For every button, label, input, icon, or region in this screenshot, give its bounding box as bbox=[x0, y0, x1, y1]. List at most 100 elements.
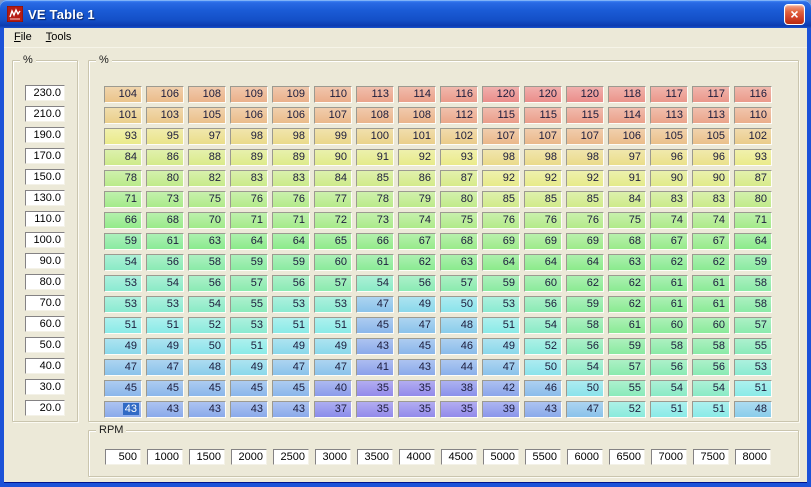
ve-cell[interactable]: 47 bbox=[104, 359, 142, 376]
ve-cell[interactable]: 58 bbox=[650, 338, 688, 355]
menu-file[interactable]: File bbox=[14, 31, 32, 43]
ve-cell[interactable]: 76 bbox=[482, 212, 520, 229]
ve-cell[interactable]: 114 bbox=[608, 107, 646, 124]
ve-cell[interactable]: 54 bbox=[188, 296, 226, 313]
ve-cell[interactable]: 85 bbox=[356, 170, 394, 187]
ve-cell[interactable]: 92 bbox=[482, 170, 520, 187]
ve-cell[interactable]: 90 bbox=[650, 170, 688, 187]
ve-cell[interactable]: 101 bbox=[398, 128, 436, 145]
ve-cell[interactable]: 115 bbox=[566, 107, 604, 124]
ve-cell[interactable]: 61 bbox=[356, 254, 394, 271]
ve-cell[interactable]: 53 bbox=[734, 359, 772, 376]
ve-cell[interactable]: 66 bbox=[356, 233, 394, 250]
ve-cell[interactable]: 98 bbox=[272, 128, 310, 145]
ve-cell[interactable]: 39 bbox=[482, 401, 520, 418]
ve-cell[interactable]: 107 bbox=[314, 107, 352, 124]
ve-cell[interactable]: 90 bbox=[314, 149, 352, 166]
ve-cell[interactable]: 59 bbox=[608, 338, 646, 355]
ve-cell[interactable]: 90 bbox=[692, 170, 730, 187]
ve-cell[interactable]: 120 bbox=[524, 86, 562, 103]
ve-cell[interactable]: 50 bbox=[524, 359, 562, 376]
ve-cell[interactable]: 110 bbox=[314, 86, 352, 103]
ve-cell[interactable]: 93 bbox=[104, 128, 142, 145]
ve-cell[interactable]: 112 bbox=[440, 107, 478, 124]
ve-cell[interactable]: 95 bbox=[146, 128, 184, 145]
ve-cell[interactable]: 88 bbox=[188, 149, 226, 166]
ve-cell[interactable]: 62 bbox=[566, 275, 604, 292]
ve-cell[interactable]: 56 bbox=[566, 338, 604, 355]
ve-cell[interactable]: 50 bbox=[188, 338, 226, 355]
ve-cell[interactable]: 57 bbox=[314, 275, 352, 292]
ve-cell[interactable]: 56 bbox=[650, 359, 688, 376]
ve-cell[interactable]: 54 bbox=[356, 275, 394, 292]
ve-cell[interactable]: 69 bbox=[524, 233, 562, 250]
ve-cell[interactable]: 59 bbox=[482, 275, 520, 292]
ve-cell[interactable]: 47 bbox=[272, 359, 310, 376]
ve-cell[interactable]: 84 bbox=[314, 170, 352, 187]
ve-cell[interactable]: 68 bbox=[608, 233, 646, 250]
ve-cell[interactable]: 64 bbox=[482, 254, 520, 271]
ve-cell[interactable]: 116 bbox=[440, 86, 478, 103]
ve-cell[interactable]: 35 bbox=[440, 401, 478, 418]
ve-cell[interactable]: 45 bbox=[104, 380, 142, 397]
ve-cell[interactable]: 64 bbox=[734, 233, 772, 250]
ve-cell[interactable]: 114 bbox=[398, 86, 436, 103]
ve-cell[interactable]: 51 bbox=[650, 401, 688, 418]
ve-cell[interactable]: 97 bbox=[608, 149, 646, 166]
menu-tools[interactable]: Tools bbox=[45, 31, 72, 43]
ve-cell[interactable]: 73 bbox=[356, 212, 394, 229]
ve-cell[interactable]: 49 bbox=[398, 296, 436, 313]
ve-cell[interactable]: 62 bbox=[398, 254, 436, 271]
ve-cell[interactable]: 55 bbox=[608, 380, 646, 397]
ve-cell[interactable]: 61 bbox=[692, 275, 730, 292]
ve-cell[interactable]: 110 bbox=[734, 107, 772, 124]
ve-cell[interactable]: 47 bbox=[146, 359, 184, 376]
ve-cell[interactable]: 61 bbox=[692, 296, 730, 313]
ve-cell[interactable]: 57 bbox=[230, 275, 268, 292]
ve-cell[interactable]: 108 bbox=[356, 107, 394, 124]
ve-cell[interactable]: 92 bbox=[524, 170, 562, 187]
ve-cell[interactable]: 64 bbox=[566, 254, 604, 271]
ve-cell[interactable]: 63 bbox=[608, 254, 646, 271]
ve-cell[interactable]: 35 bbox=[356, 380, 394, 397]
ve-cell[interactable]: 54 bbox=[692, 380, 730, 397]
ve-cell[interactable]: 59 bbox=[734, 254, 772, 271]
ve-cell[interactable]: 61 bbox=[650, 296, 688, 313]
ve-cell[interactable]: 50 bbox=[566, 380, 604, 397]
ve-cell[interactable]: 74 bbox=[398, 212, 436, 229]
megasquirt-app-icon[interactable] bbox=[7, 6, 23, 22]
ve-cell[interactable]: 117 bbox=[692, 86, 730, 103]
ve-cell[interactable]: 117 bbox=[650, 86, 688, 103]
ve-cell[interactable]: 61 bbox=[146, 233, 184, 250]
ve-cell[interactable]: 98 bbox=[524, 149, 562, 166]
ve-cell[interactable]: 47 bbox=[356, 296, 394, 313]
ve-cell[interactable]: 80 bbox=[734, 191, 772, 208]
ve-cell[interactable]: 113 bbox=[692, 107, 730, 124]
ve-cell[interactable]: 62 bbox=[608, 275, 646, 292]
ve-cell[interactable]: 103 bbox=[146, 107, 184, 124]
ve-cell[interactable]: 68 bbox=[146, 212, 184, 229]
ve-cell[interactable]: 47 bbox=[566, 401, 604, 418]
ve-cell[interactable]: 58 bbox=[734, 275, 772, 292]
ve-cell[interactable]: 102 bbox=[734, 128, 772, 145]
ve-cell[interactable]: 49 bbox=[272, 338, 310, 355]
ve-cell[interactable]: 120 bbox=[482, 86, 520, 103]
ve-cell[interactable]: 116 bbox=[734, 86, 772, 103]
ve-cell[interactable]: 55 bbox=[230, 296, 268, 313]
ve-cell[interactable]: 102 bbox=[440, 128, 478, 145]
ve-cell[interactable]: 47 bbox=[314, 359, 352, 376]
ve-cell[interactable]: 46 bbox=[524, 380, 562, 397]
ve-cell[interactable]: 50 bbox=[440, 296, 478, 313]
ve-cell[interactable]: 52 bbox=[188, 317, 226, 334]
ve-cell[interactable]: 45 bbox=[398, 338, 436, 355]
ve-cell[interactable]: 78 bbox=[356, 191, 394, 208]
ve-cell[interactable]: 52 bbox=[524, 338, 562, 355]
ve-cell[interactable]: 74 bbox=[650, 212, 688, 229]
ve-cell[interactable]: 51 bbox=[104, 317, 142, 334]
ve-cell[interactable]: 48 bbox=[440, 317, 478, 334]
ve-cell[interactable]: 84 bbox=[104, 149, 142, 166]
ve-cell[interactable]: 51 bbox=[146, 317, 184, 334]
ve-cell[interactable]: 67 bbox=[398, 233, 436, 250]
ve-cell[interactable]: 79 bbox=[398, 191, 436, 208]
ve-cell[interactable]: 56 bbox=[146, 254, 184, 271]
